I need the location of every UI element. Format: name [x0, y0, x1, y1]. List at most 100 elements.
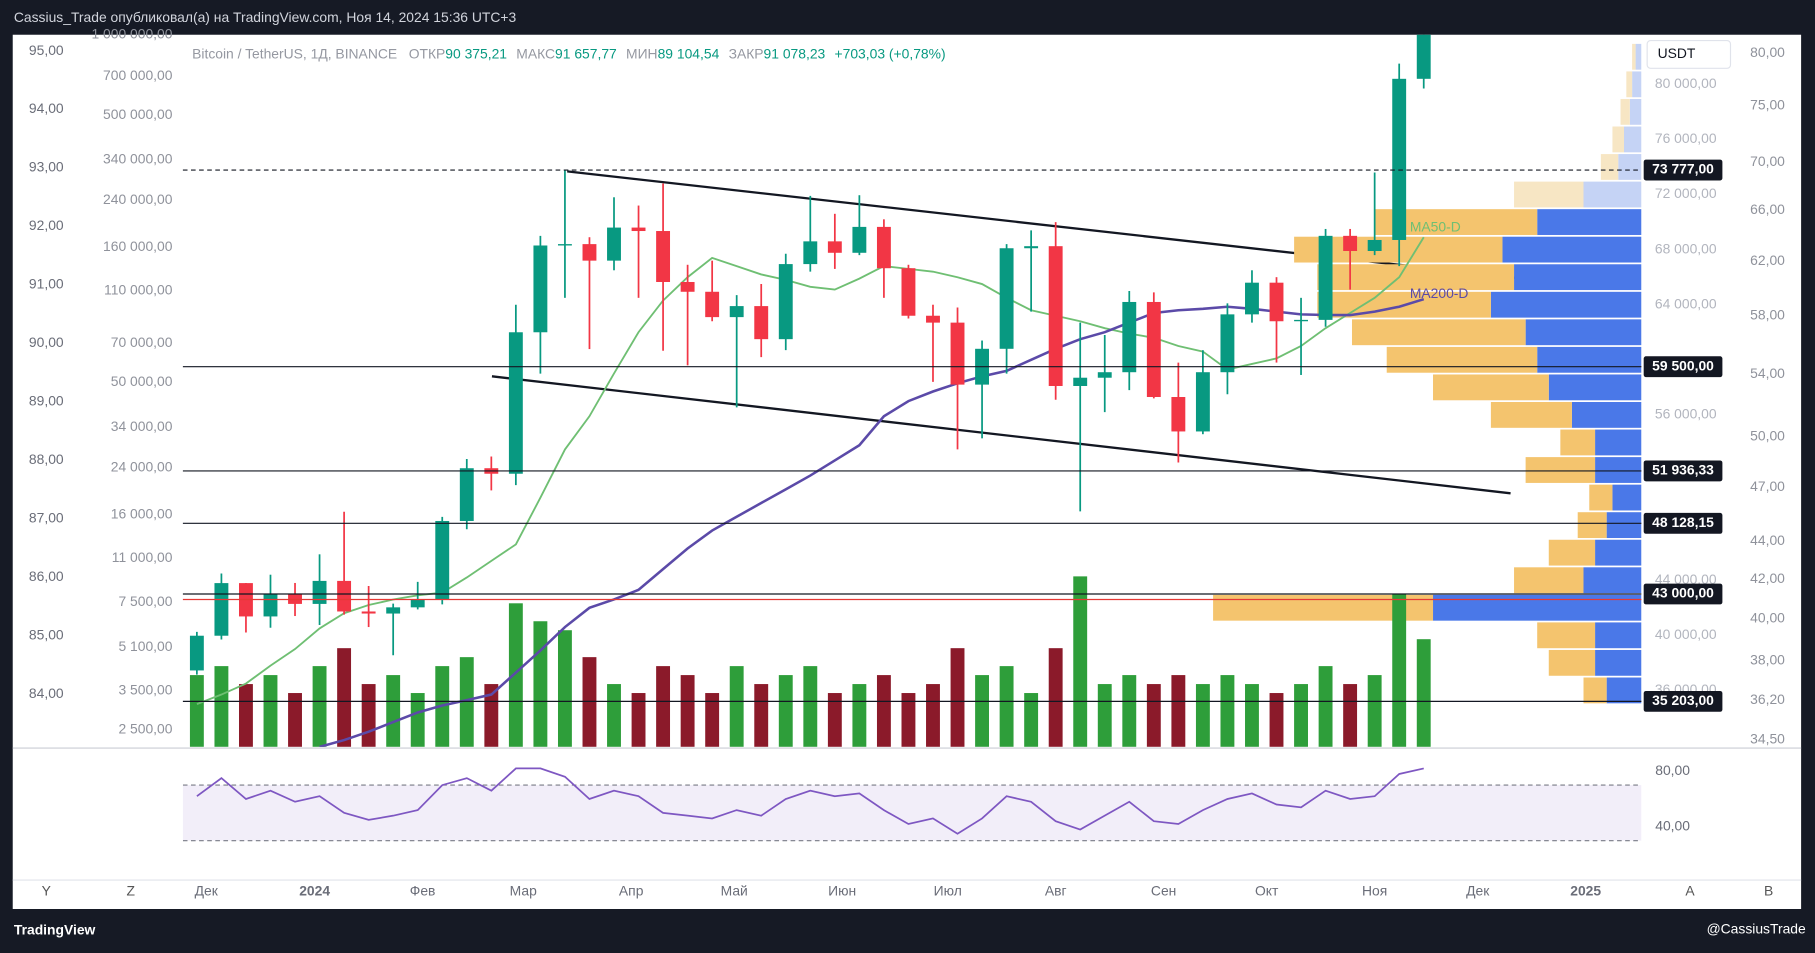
candle-body: [361, 611, 376, 614]
volume-bar: [1195, 684, 1210, 747]
candle-body: [386, 607, 401, 614]
volume-bar: [410, 693, 425, 747]
x-tick-label: Окт: [1255, 882, 1279, 898]
y-tick-label: 340 000,00: [103, 151, 173, 167]
candle-body: [508, 332, 523, 474]
profile-down: [1612, 126, 1625, 153]
level-label: 35 203,00: [1652, 692, 1714, 708]
x-tick-label: Дек: [1466, 882, 1490, 898]
y-tick-label: 80,00: [1655, 762, 1690, 778]
y-tick-label: 40 000,00: [1655, 626, 1717, 642]
volume-bar: [999, 666, 1014, 747]
candle-body: [926, 315, 940, 323]
y-tick-label: 66,00: [1750, 201, 1785, 217]
volume-bar: [214, 666, 229, 747]
volume-bar: [1269, 693, 1284, 747]
volume-bar: [1294, 684, 1308, 747]
candle-body: [1245, 282, 1259, 315]
volume-bar: [680, 675, 695, 747]
brand: TradingView: [14, 922, 96, 938]
profile-down: [1351, 319, 1526, 346]
time-button[interactable]: B: [1764, 882, 1773, 898]
candle-body: [803, 241, 818, 265]
x-tick-label: Фев: [410, 882, 436, 898]
x-tick-label: Ноя: [1362, 882, 1387, 898]
candle-body: [337, 580, 352, 612]
volume-bar: [582, 657, 597, 747]
volume-bar: [950, 648, 965, 747]
profile-up: [1595, 457, 1642, 483]
candle-body: [312, 580, 327, 604]
level-badge: [1643, 460, 1723, 482]
currency-button[interactable]: [1646, 39, 1732, 69]
x-tick-label: Апр: [619, 882, 644, 898]
candle-body: [1171, 397, 1186, 432]
candle-body: [680, 281, 695, 292]
volume-bar: [1024, 693, 1039, 747]
y-tick-label: 11 000,00: [112, 549, 173, 565]
volume-bar: [1048, 648, 1063, 747]
y-tick-label: 1 000 000,00: [91, 25, 172, 41]
profile-down: [1577, 512, 1607, 539]
currency[interactable]: USDT: [1658, 45, 1696, 61]
volume-bar: [926, 684, 940, 747]
candle-body: [1122, 301, 1137, 373]
time-button[interactable]: A: [1685, 882, 1695, 898]
y-tick-label: 89,00: [29, 393, 64, 409]
profile-up: [1583, 181, 1642, 208]
moving-average: [319, 297, 1425, 747]
level-label: 73 777,00: [1652, 161, 1714, 177]
y-tick-label: 34,50: [1750, 730, 1785, 746]
candle-body: [1146, 301, 1161, 398]
rsi-band: [182, 785, 1642, 841]
volume-bar: [729, 666, 744, 747]
volume-bar: [1146, 684, 1161, 747]
candle-body: [1220, 314, 1235, 373]
rsi-pane: [182, 767, 1642, 842]
candle-body: [1024, 246, 1039, 249]
y-tick-label: 76 000,00: [1655, 130, 1717, 146]
publisher: Cassius_Trade опубликовал(а) на TradingV…: [14, 9, 517, 25]
y-tick-label: 38,00: [1750, 652, 1785, 668]
profile-up: [1624, 126, 1642, 153]
candle-body: [1073, 377, 1088, 386]
y-tick-label: 160 000,00: [103, 238, 173, 254]
moving-average: [196, 236, 1425, 706]
volume-bar: [1220, 675, 1235, 747]
candle-body: [754, 306, 769, 340]
candle-body: [1367, 239, 1382, 251]
candle-body: [631, 227, 646, 232]
volume-bar: [1122, 675, 1137, 747]
candle-body: [876, 226, 891, 269]
profile-up: [1595, 539, 1642, 566]
profile-up: [1618, 154, 1642, 180]
candle-body: [656, 231, 671, 282]
volume-bar: [827, 693, 842, 747]
volume-bar: [239, 684, 253, 747]
profile-down: [1514, 567, 1584, 594]
price-pane: [189, 34, 1642, 747]
legend: Bitcoin / TetherUS, 1Д, BINANCE ОТКР90 37…: [192, 45, 945, 61]
volume-bar: [705, 693, 720, 747]
profile-up: [1583, 567, 1642, 594]
y-tick-label: 88,00: [29, 451, 64, 467]
profile-down: [1525, 457, 1596, 483]
series-label: MA200-D: [1410, 285, 1469, 301]
candle-body: [533, 245, 548, 333]
volume-bar: [1318, 666, 1333, 747]
y-tick-label: 16 000,00: [111, 505, 173, 521]
volume-bar: [1343, 684, 1358, 747]
candle-body: [1269, 282, 1284, 322]
profile-up: [1490, 291, 1642, 318]
y-tick-label: 94,00: [29, 100, 64, 116]
time-button[interactable]: Y: [42, 882, 51, 898]
volume-bar: [975, 675, 990, 747]
time-button[interactable]: Z: [127, 882, 136, 898]
candle-body: [582, 244, 597, 261]
high: 91 657,77: [555, 45, 617, 61]
low-label: МИН: [626, 45, 658, 61]
volume-bar: [508, 603, 523, 747]
level-label: 59 500,00: [1652, 357, 1714, 373]
series-label: MA50-D: [1410, 219, 1461, 235]
candle-body: [999, 248, 1014, 349]
